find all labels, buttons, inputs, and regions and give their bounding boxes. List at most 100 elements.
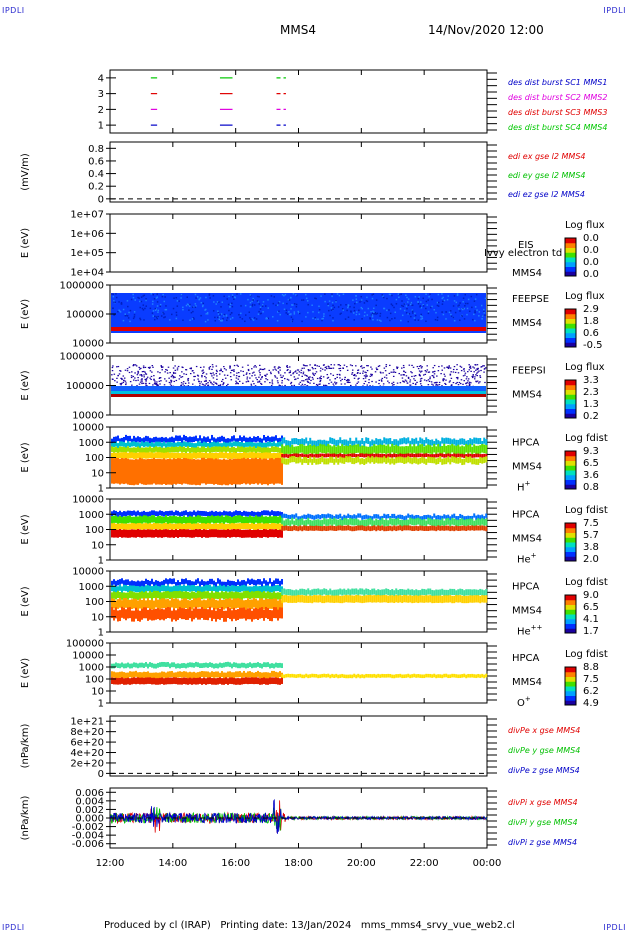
spectrogram-cell <box>171 436 173 443</box>
spectrogram-cell <box>199 663 201 669</box>
spectrogram-cell <box>135 437 137 443</box>
spectrogram-cell <box>226 319 228 322</box>
spectrogram-cell <box>445 589 448 596</box>
spectrogram-cell <box>341 595 344 604</box>
spectrogram-cell <box>349 305 351 308</box>
spectrogram-cell <box>477 438 480 445</box>
spectrogram-cell <box>257 578 259 585</box>
spectrogram-cell <box>151 529 153 538</box>
spectrogram-cell <box>113 436 115 443</box>
spectrogram-cell <box>152 384 154 386</box>
spectrogram-cell <box>463 438 466 445</box>
spectrogram-cell <box>361 453 364 458</box>
spectrogram-cell <box>443 520 446 528</box>
legend-entry: divPi z gse MMS4 <box>508 838 577 847</box>
spectrogram-cell <box>377 439 380 446</box>
spectrogram-cell <box>359 440 362 447</box>
spectrogram-cell <box>171 586 173 593</box>
spectrogram-cell <box>409 589 412 596</box>
spectrogram-cell <box>305 454 308 458</box>
spectrogram-cell <box>401 367 403 369</box>
spectrogram-cell <box>403 303 406 305</box>
spectrogram-cell <box>155 441 157 447</box>
spectrogram-cell <box>147 516 149 524</box>
spectrogram-cell <box>469 453 472 458</box>
spectrogram-cell <box>283 595 286 603</box>
spectrogram-cell <box>211 578 213 585</box>
spectrogram-cell <box>219 608 221 620</box>
spectrogram-cell <box>373 457 376 464</box>
spectrogram-cell <box>453 513 456 518</box>
spectrogram-cell <box>289 514 292 520</box>
spectrogram-cell <box>202 372 204 374</box>
spectrogram-cell <box>459 438 462 445</box>
spectrogram-cell <box>111 671 113 678</box>
spectrogram-cell <box>187 591 189 600</box>
spectrogram-cell <box>187 662 189 668</box>
spectrogram-cell <box>271 677 273 684</box>
spectrogram-cell <box>138 368 141 370</box>
spectrogram-cell <box>236 364 238 366</box>
spectrogram-cell <box>302 373 305 375</box>
spectrogram-cell <box>195 661 197 667</box>
spectrogram-cell <box>183 671 185 678</box>
spectrogram-cell <box>175 435 177 441</box>
spectrogram-cell <box>436 316 439 319</box>
spectrogram-cell <box>457 595 460 603</box>
spectrogram-cell <box>353 309 356 312</box>
spectrogram-cell <box>441 458 444 465</box>
spectrogram-cell <box>199 671 201 678</box>
spectrogram-cell <box>159 599 161 610</box>
spectrogram-cell <box>415 514 418 520</box>
spectrogram-cell <box>143 452 145 459</box>
spectrogram-cell <box>135 586 137 593</box>
spectrogram-cell <box>167 662 169 667</box>
spectrogram-cell <box>231 580 233 587</box>
spectrogram-cell <box>322 364 325 366</box>
spectrogram-cell <box>363 440 366 448</box>
spectrogram-cell <box>119 579 121 585</box>
instrument-label: HPCA <box>512 582 540 593</box>
spectrogram-cell <box>273 452 275 459</box>
spectrogram-cell <box>193 318 195 320</box>
spectrogram-cell <box>133 435 135 442</box>
spectrogram-cell <box>127 510 129 516</box>
spectrogram-cell <box>261 368 264 371</box>
spectrogram-cell <box>205 383 208 385</box>
spectrogram-cell <box>379 453 382 458</box>
spectrogram-cell <box>447 444 450 454</box>
spectrogram-cell <box>281 525 284 531</box>
spectrogram-cell <box>391 382 393 385</box>
spectrogram-cell <box>231 294 234 296</box>
spectrogram-cell <box>230 379 233 381</box>
spectrogram-cell <box>481 589 484 596</box>
spectrogram-cell <box>201 452 203 459</box>
spectrogram-cell <box>331 301 334 304</box>
spectrogram-cell <box>125 442 127 448</box>
spectrogram-cell <box>351 373 353 375</box>
spectrogram-cell <box>281 293 284 296</box>
spectrogram-cell <box>319 383 321 385</box>
spectrogram-cell <box>217 452 219 459</box>
spectrogram-cell <box>251 368 253 370</box>
spectrogram-cell <box>241 318 244 320</box>
spectrogram-cell <box>331 437 334 445</box>
spectrogram-cell <box>251 591 253 599</box>
spectrogram-cell <box>351 453 354 458</box>
spectrogram-cell <box>251 586 253 593</box>
spectrogram-cell <box>333 525 336 531</box>
spectrogram-cell <box>353 319 355 321</box>
spectrogram-cell <box>314 318 317 320</box>
x-tick-label: 20:00 <box>347 858 376 869</box>
spectrogram-cell <box>200 314 202 317</box>
spectrogram-cell <box>365 588 368 595</box>
spectrogram-cell <box>341 519 344 527</box>
spectrogram-cell <box>257 452 259 459</box>
spectrogram-cell <box>388 372 391 375</box>
spectrogram-cell <box>273 459 275 485</box>
spectrogram-cell <box>162 366 164 368</box>
spectrogram-cell <box>125 663 127 669</box>
spectrogram-cell <box>191 585 193 592</box>
spectrogram-cell <box>347 588 350 595</box>
spectrogram-cell <box>347 305 350 307</box>
